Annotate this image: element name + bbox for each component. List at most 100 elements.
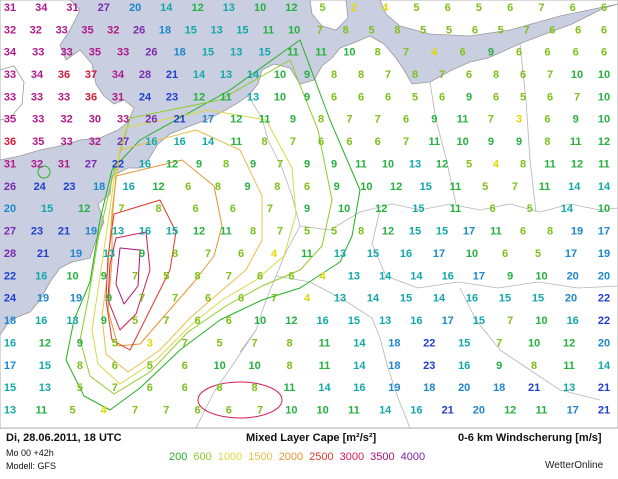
shear-value: 10 <box>466 248 478 260</box>
shear-value: 11 <box>220 226 232 238</box>
shear-value: 6 <box>490 203 496 215</box>
shear-value: 10 <box>254 2 266 14</box>
shear-value: 20 <box>4 203 16 215</box>
shear-value: 10 <box>535 270 547 282</box>
shear-value: 7 <box>163 405 169 417</box>
legend-item: 3500 <box>370 451 395 463</box>
brand-label: WetterOnline <box>545 460 604 471</box>
shear-value: 9 <box>106 293 112 305</box>
shear-value: 10 <box>285 405 297 417</box>
shear-value: 7 <box>488 114 494 126</box>
weather-map: 31 34 31 27 20 14 12 13 10 12 5 2 4 5 6 5 6 7 6 632 32 33 35 32… <box>0 0 618 428</box>
shear-value: 10 <box>343 47 355 59</box>
shear-value: 34 <box>4 47 17 59</box>
shear-value: 9 <box>101 315 107 327</box>
shear-value: 12 <box>436 159 448 171</box>
shear-value: 17 <box>567 405 579 417</box>
shear-value: 22 <box>598 315 610 327</box>
shear-value: 20 <box>458 382 470 394</box>
shear-value: 10 <box>598 69 610 81</box>
shear-value: 4 <box>320 270 327 282</box>
shear-value: 9 <box>304 203 310 215</box>
shear-value: 6 <box>516 47 522 59</box>
shear-value: 7 <box>523 24 529 36</box>
shear-value: 15 <box>532 293 544 305</box>
shear-value: 20 <box>129 2 141 14</box>
shear-value: 9 <box>245 181 251 193</box>
shear-value: 12 <box>382 226 394 238</box>
shear-value: 26 <box>4 181 16 193</box>
shear-value: 31 <box>66 2 78 14</box>
shear-value: 9 <box>77 337 83 349</box>
shear-value: 15 <box>499 293 511 305</box>
shear-value: 9 <box>139 248 145 260</box>
shear-value: 33 <box>32 47 44 59</box>
shear-value: 7 <box>257 405 263 417</box>
shear-value: 16 <box>400 248 412 260</box>
shear-value: 23 <box>63 181 75 193</box>
shear-value: 30 <box>89 114 101 126</box>
shear-value: 9 <box>334 181 340 193</box>
shear-value: 5 <box>320 2 326 14</box>
legend-item: 1000 <box>217 451 243 463</box>
shear-value: 13 <box>112 226 124 238</box>
shear-value: 36 <box>85 91 97 103</box>
shear-value: 13 <box>220 69 232 81</box>
wind-shear-values: 31 34 31 27 20 14 12 13 10 12 5 2 4 5 6 5 6 7 6 632 32 33 35 32… <box>4 2 611 417</box>
shear-value: 16 <box>139 226 151 238</box>
shear-value: 7 <box>252 337 258 349</box>
shear-value: 8 <box>286 337 292 349</box>
shear-value: 5 <box>132 315 138 327</box>
shear-value: 12 <box>191 2 203 14</box>
shear-value: 14 <box>160 2 173 14</box>
shear-value: 11 <box>348 405 360 417</box>
shear-value: 33 <box>32 114 44 126</box>
shear-value: 4 <box>271 248 278 260</box>
land-scandinavia <box>309 0 349 31</box>
shear-value: 14 <box>598 360 611 372</box>
shear-value: 4 <box>493 159 500 171</box>
shear-value: 11 <box>536 405 548 417</box>
shear-value: 7 <box>277 159 283 171</box>
shear-value: 8 <box>531 360 537 372</box>
shear-value: 17 <box>202 114 214 126</box>
land-ireland <box>0 65 25 121</box>
shear-value: 23 <box>166 91 178 103</box>
shear-value: 11 <box>563 360 575 372</box>
cape-contour-2000 <box>107 159 223 347</box>
cape-contour-1500 <box>101 129 263 373</box>
legend-item: 1500 <box>248 451 273 463</box>
shear-value: 33 <box>117 114 129 126</box>
shear-value: 13 <box>334 248 346 260</box>
shear-value: 14 <box>353 337 366 349</box>
shear-value: 7 <box>118 203 124 215</box>
shear-value: 6 <box>460 47 466 59</box>
shear-value: 7 <box>112 382 118 394</box>
shear-value: 14 <box>379 405 392 417</box>
shear-value: 3 <box>147 337 153 349</box>
shear-value: 31 <box>58 159 70 171</box>
shear-value: 14 <box>353 360 366 372</box>
shear-value: 27 <box>4 226 16 238</box>
shear-value: 8 <box>274 181 280 193</box>
shear-value: 24 <box>139 91 152 103</box>
cape-contours <box>37 39 361 419</box>
shear-value: 18 <box>159 24 171 36</box>
shear-value: 13 <box>103 248 115 260</box>
shear-value: 16 <box>567 315 579 327</box>
shear-value: 24 <box>34 181 47 193</box>
cape-contour-cell <box>37 165 51 179</box>
shear-value: 12 <box>285 2 297 14</box>
shear-value: 27 <box>117 136 129 148</box>
shear-value: 13 <box>230 47 242 59</box>
shear-value: 32 <box>60 114 72 126</box>
shear-value: 21 <box>442 405 454 417</box>
shear-value: 10 <box>338 203 350 215</box>
shear-value: 18 <box>388 337 400 349</box>
shear-value: 27 <box>85 159 97 171</box>
shear-value: 9 <box>488 136 494 148</box>
shear-value: 6 <box>466 69 472 81</box>
shear-value: 6 <box>230 203 236 215</box>
shear-value: 6 <box>439 91 445 103</box>
shear-value: 13 <box>66 315 78 327</box>
